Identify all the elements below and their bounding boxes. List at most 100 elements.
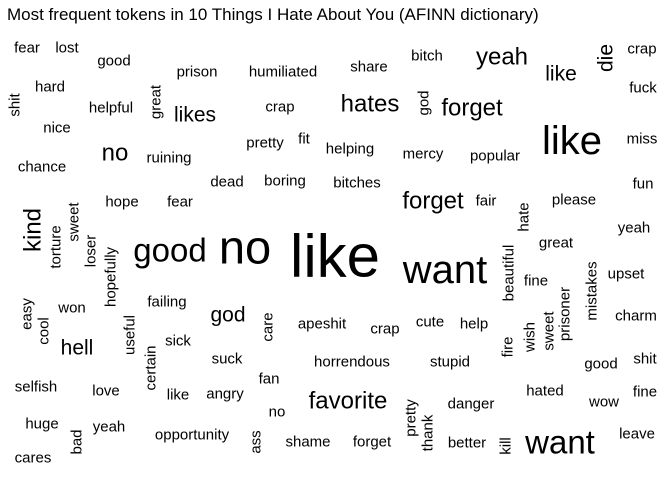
word-please: please — [552, 192, 596, 209]
word-want: want — [524, 424, 595, 461]
word-fun: fun — [633, 176, 654, 193]
word-yeah: yeah — [476, 44, 528, 71]
word-care: care — [260, 312, 277, 341]
word-lost: lost — [55, 40, 79, 57]
word-like: like — [167, 387, 190, 404]
word-hated: hated — [526, 383, 564, 400]
word-god: god — [210, 304, 245, 327]
word-shame: shame — [285, 434, 330, 451]
word-charm: charm — [615, 308, 657, 325]
word-huge: huge — [25, 416, 58, 433]
word-useful: useful — [122, 315, 139, 355]
word-no: no — [269, 404, 286, 421]
word-want: want — [402, 248, 488, 292]
word-hell: hell — [61, 337, 94, 360]
word-horrendous: horrendous — [314, 354, 390, 371]
word-like: like — [290, 223, 380, 290]
word-pretty: pretty — [246, 135, 284, 152]
word-like: like — [542, 119, 602, 163]
word-help: help — [460, 316, 488, 333]
word-fear: fear — [14, 40, 40, 57]
word-fine: fine — [633, 384, 657, 401]
word-angry: angry — [206, 386, 244, 403]
word-shit: shit — [7, 92, 24, 116]
word-forget: forget — [353, 434, 392, 451]
word-wish: wish — [522, 322, 539, 353]
word-ass: ass — [248, 430, 265, 453]
word-favorite: favorite — [309, 388, 388, 415]
word-sick: sick — [165, 333, 191, 350]
word-likes: likes — [174, 104, 216, 127]
word-prison: prison — [177, 64, 218, 81]
word-yeah: yeah — [618, 220, 651, 237]
word-failing: failing — [147, 294, 186, 311]
word-bad: bad — [69, 429, 86, 454]
word-dead: dead — [210, 174, 243, 191]
word-upset: upset — [608, 266, 646, 283]
word-forget: forget — [441, 95, 503, 122]
word-yeah: yeah — [93, 419, 126, 436]
word-shit: shit — [633, 351, 657, 368]
word-popular: popular — [470, 148, 520, 165]
word-thank: thank — [420, 414, 437, 451]
word-loser: loser — [83, 235, 100, 268]
word-crap: crap — [370, 321, 399, 338]
word-sweet: sweet — [66, 202, 83, 242]
word-helpful: helpful — [89, 100, 133, 117]
word-won: won — [57, 300, 86, 317]
word-bitches: bitches — [333, 175, 381, 192]
word-mercy: mercy — [403, 146, 444, 163]
word-chance: chance — [18, 159, 66, 176]
word-nice: nice — [43, 120, 71, 137]
word-beautiful: beautiful — [501, 245, 518, 302]
word-no: no — [219, 221, 271, 274]
word-love: love — [92, 383, 120, 400]
word-fuck: fuck — [629, 80, 657, 97]
word-stupid: stupid — [430, 354, 470, 371]
word-mistakes: mistakes — [584, 261, 601, 320]
word-no: no — [102, 140, 129, 167]
word-good: good — [97, 53, 130, 70]
word-good: good — [584, 356, 617, 373]
word-helping: helping — [326, 141, 374, 158]
word-like: like — [545, 63, 577, 86]
word-great: great — [539, 235, 574, 252]
word-crap: crap — [627, 41, 656, 58]
word-certain: certain — [143, 345, 160, 390]
word-fear: fear — [167, 194, 193, 211]
word-share: share — [350, 59, 388, 76]
word-boring: boring — [264, 173, 306, 190]
word-hope: hope — [105, 194, 138, 211]
word-danger: danger — [448, 396, 495, 413]
word-fit: fit — [298, 131, 311, 148]
word-leave: leave — [619, 426, 655, 443]
word-forget: forget — [402, 188, 464, 215]
word-wow: wow — [588, 394, 619, 411]
word-torture: torture — [48, 225, 65, 268]
word-good: good — [133, 232, 206, 269]
word-fire: fire — [500, 337, 517, 358]
word-fine: fine — [524, 273, 548, 290]
word-humiliated: humiliated — [249, 64, 317, 81]
word-kind: kind — [20, 208, 47, 252]
word-hard: hard — [35, 79, 65, 96]
word-cute: cute — [416, 314, 444, 331]
word-prisoner: prisoner — [557, 287, 574, 341]
word-miss: miss — [627, 131, 658, 148]
chart-title: Most frequent tokens in 10 Things I Hate… — [7, 5, 539, 24]
word-crap: crap — [265, 99, 294, 116]
word-ruining: ruining — [146, 150, 191, 167]
word-die: die — [595, 44, 618, 72]
word-hates: hates — [341, 91, 400, 118]
word-fair: fair — [476, 193, 497, 210]
word-better: better — [448, 435, 486, 452]
word-bitch: bitch — [411, 48, 443, 65]
word-suck: suck — [212, 351, 243, 368]
word-kill: kill — [498, 437, 515, 455]
word-apeshit: apeshit — [298, 316, 347, 333]
word-god: god — [416, 90, 433, 115]
word-sweet: sweet — [541, 311, 558, 351]
word-fan: fan — [259, 371, 280, 388]
word-selfish: selfish — [15, 379, 58, 396]
